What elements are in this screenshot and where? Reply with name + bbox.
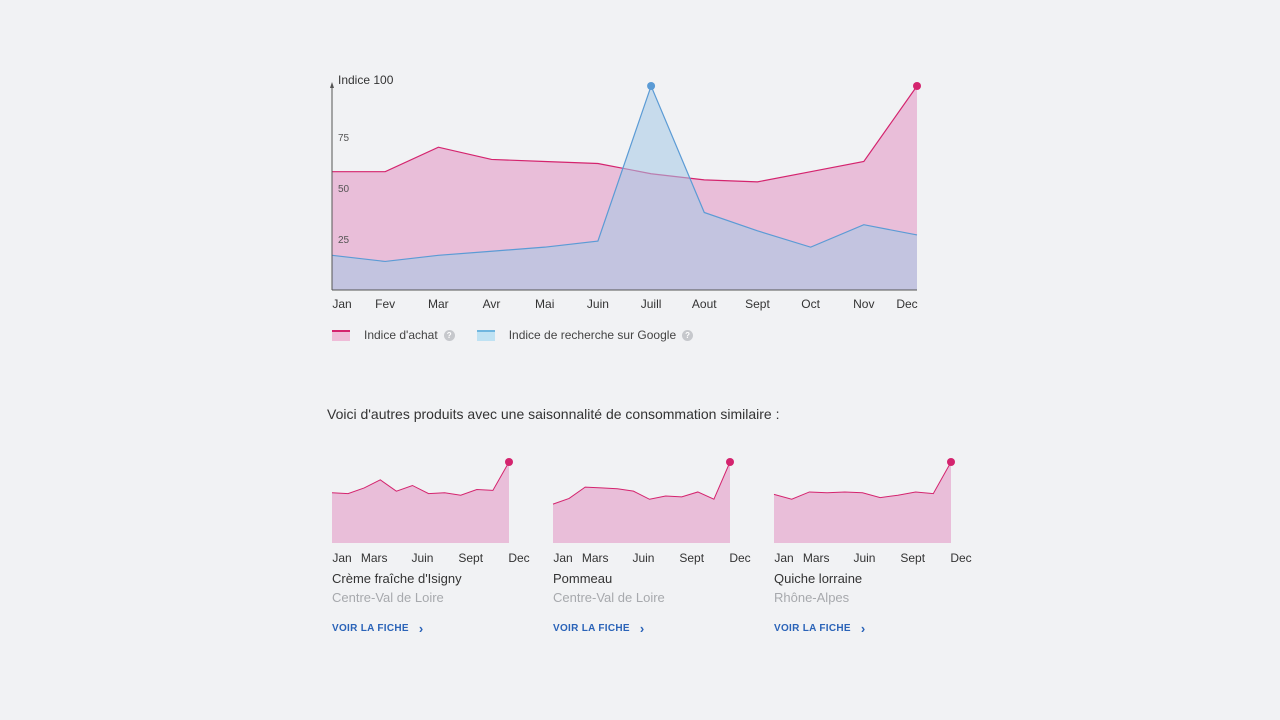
mini-month-label: Juin [853,551,875,565]
legend-item-purchase: Indice d'achat ? [332,328,455,342]
series-area-search [332,86,917,290]
mini-month-label: Mars [582,551,609,565]
mini-month-label: Dec [729,551,750,565]
x-tick-label: Fev [375,297,395,311]
mini-month-label: Mars [361,551,388,565]
x-tick-label: Oct [801,297,820,311]
x-tick-label: Mai [535,297,554,311]
mini-chart: Jan Mars Juin Sept Dec [548,452,758,567]
product-region: Centre-Val de Loire [332,590,444,605]
x-tick-label: Aout [692,297,717,311]
mini-month-label: Jan [774,551,793,565]
legend-item-search: Indice de recherche sur Google ? [476,328,694,342]
product-card: Jan Mars Juin Sept Dec Pommeau Centre-Val de… [548,452,758,636]
seasonality-area-chart: Indice 100 75 50 25 Jan Fev Mar Avr Mai Juin Juill… [330,73,921,311]
y-axis-arrow [330,82,334,88]
legend-purchase-label: Indice d'achat [364,328,438,342]
mini-month-label: Dec [950,551,971,565]
mini-peak-marker [947,458,955,466]
chart-legend: Indice d'achat ? Indice de recherche sur… [332,328,715,342]
x-tick-label: Sept [745,297,770,311]
mini-area [553,462,730,543]
x-tick-label: Jan [332,297,351,311]
mini-seasonality-chart: Jan Mars Juin Sept Dec [773,458,972,565]
view-product-label: VOIR LA FICHE [553,623,630,634]
product-region: Rhône-Alpes [774,590,850,605]
product-name: Pommeau [553,571,613,586]
product-card: Jan Mars Juin Sept Dec Quiche lorraine Rhône… [769,452,979,636]
mini-month-label: Mars [803,551,830,565]
peak-marker-purchase [913,82,921,90]
mini-month-label: Sept [900,551,925,565]
main-chart: Indice 100 75 50 25 Jan Fev Mar Avr Mai Juin Juill… [300,60,960,330]
chevron-right-icon: › [639,620,645,636]
peak-marker-search [647,82,656,90]
view-product-link[interactable]: VOIR LA FICHE › [327,620,537,636]
search-swatch [476,329,495,341]
mini-peak-marker [726,458,734,466]
mini-area [332,462,509,543]
x-tick-label: Nov [853,297,874,311]
y-axis-title: Indice 100 [338,73,394,87]
mini-month-label: Juin [411,551,433,565]
y-tick-label: 75 [338,133,350,144]
x-tick-label: Juill [641,297,662,311]
mini-month-label: Sept [458,551,483,565]
similar-products-title: Voici d'autres produits avec une saisonn… [327,406,780,422]
mini-seasonality-chart: Jan Mars Juin Sept Dec [331,458,530,565]
view-product-link[interactable]: VOIR LA FICHE › [769,620,979,636]
chevron-right-icon: › [418,620,424,636]
x-tick-label: Avr [483,297,501,311]
product-name: Crème fraîche d'Isigny [332,571,462,586]
x-tick-label: Juin [587,297,609,311]
x-tick-label: Dec [896,297,917,311]
mini-peak-marker [505,458,513,466]
mini-line [773,461,952,500]
mini-month-label: Jan [553,551,572,565]
mini-month-label: Juin [632,551,654,565]
product-card: Jan Mars Juin Sept Dec Crème fraîche d'Isign… [327,452,537,636]
mini-line [552,461,731,505]
series-line-search [331,84,918,263]
mini-area [774,462,951,543]
view-product-label: VOIR LA FICHE [332,623,409,634]
mini-chart: Jan Mars Juin Sept Dec [769,452,979,567]
product-name: Quiche lorraine [774,571,863,586]
mini-month-label: Jan [332,551,351,565]
view-product-label: VOIR LA FICHE [774,623,851,634]
y-tick-label: 50 [338,184,350,195]
help-icon[interactable]: ? [443,329,455,341]
mini-month-label: Dec [508,551,529,565]
mini-month-label: Sept [679,551,704,565]
product-region: Centre-Val de Loire [553,590,665,605]
purchase-swatch [332,329,350,341]
x-tick-label: Mar [428,297,449,311]
y-tick-label: 25 [338,235,350,246]
mini-seasonality-chart: Jan Mars Juin Sept Dec [552,458,751,565]
view-product-link[interactable]: VOIR LA FICHE › [548,620,758,636]
help-icon[interactable]: ? [682,329,694,341]
legend-search-label: Indice de recherche sur Google [508,328,677,342]
chevron-right-icon: › [860,620,866,636]
mini-line [331,461,510,496]
mini-chart: Jan Mars Juin Sept Dec [327,452,537,567]
